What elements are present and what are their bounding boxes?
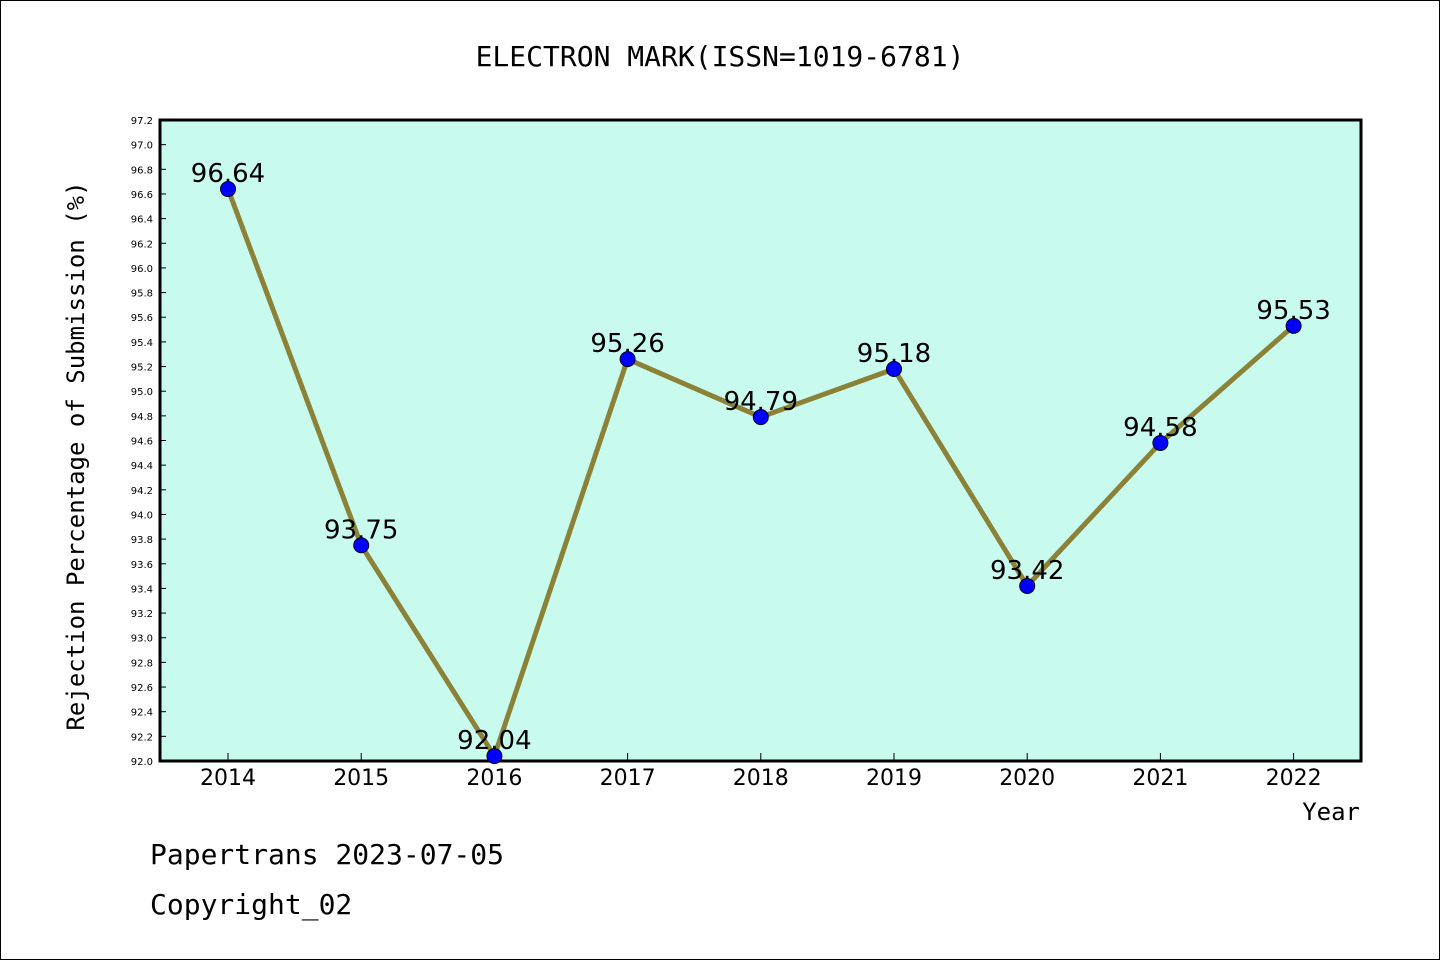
y-tick-label: 95.2 (131, 363, 153, 374)
x-tick-label: 2020 (999, 766, 1055, 791)
y-tick-label: 92.6 (131, 683, 153, 694)
data-label: 96.64 (191, 159, 265, 189)
data-label: 92.04 (457, 726, 531, 756)
x-tick-label: 2022 (1266, 766, 1322, 791)
data-point (886, 361, 902, 378)
x-tick-label: 2018 (733, 766, 789, 791)
data-point (1152, 434, 1169, 451)
y-tick-label: 93.4 (131, 584, 153, 595)
data-label: 93.42 (990, 556, 1064, 586)
y-tick-label: 94.8 (131, 412, 153, 423)
data-label: 95.18 (857, 339, 931, 369)
y-tick-label: 94.6 (131, 437, 153, 448)
footer-date: Papertrans 2023-07-05 (150, 838, 504, 871)
x-tick-label: 2016 (466, 766, 522, 791)
x-axis-label: Year (1302, 798, 1360, 826)
y-tick-label: 95.6 (131, 313, 153, 324)
data-label: 94.79 (724, 387, 798, 417)
data-label: 94.58 (1123, 413, 1197, 443)
y-tick-label: 95.8 (131, 289, 153, 300)
data-point (353, 537, 370, 554)
y-tick-label: 97.2 (131, 116, 153, 127)
data-point (619, 351, 636, 368)
y-tick-label: 96.4 (131, 215, 153, 226)
footer-copyright: Copyright_02 (150, 888, 352, 922)
y-tick-label: 95.4 (131, 338, 153, 349)
y-tick-label: 97.0 (131, 141, 153, 152)
y-tick-label: 95.0 (131, 387, 153, 398)
y-tick-label: 92.4 (131, 708, 153, 719)
chart-title: ELECTRON MARK(ISSN=1019-6781) (476, 40, 965, 73)
y-tick-label: 96.6 (131, 190, 153, 201)
data-labels: 96.64 93.75 92.04 95.26 94.79 95.18 93.42 94.58… (191, 159, 1331, 756)
x-tick-label: 2014 (200, 766, 256, 791)
y-tick-label: 96.2 (131, 239, 153, 250)
data-point (486, 748, 503, 765)
y-tick-label: 93.8 (131, 535, 153, 546)
y-tick-label: 96.8 (131, 165, 153, 176)
data-point (1285, 317, 1302, 334)
data-point (220, 181, 236, 198)
x-tick-label: 2017 (600, 766, 656, 791)
data-label: 95.26 (590, 329, 664, 359)
y-tick-label: 92.8 (131, 658, 153, 669)
y-tick-label: 93.6 (131, 560, 153, 571)
y-tick-label: 94.2 (131, 486, 153, 497)
data-label: 93.75 (324, 515, 398, 545)
y-tick-label: 92.0 (131, 757, 153, 768)
data-markers (220, 181, 1302, 765)
x-tick-label: 2019 (866, 766, 922, 791)
data-point (1019, 577, 1036, 594)
y-tick-label: 93.2 (131, 609, 153, 620)
y-tick-label: 93.0 (131, 634, 153, 645)
data-point (752, 409, 769, 426)
x-tick-label: 2015 (333, 766, 389, 791)
x-tick-label: 2021 (1132, 766, 1188, 791)
y-axis-label: Rejection Percentage of Submission (%) (62, 181, 90, 730)
y-tick-label: 96.0 (131, 264, 153, 275)
x-axis: 2014 2015 2016 2017 2018 2019 2020 2021 2022 (200, 753, 1322, 791)
y-tick-label: 94.0 (131, 510, 153, 521)
y-tick-label: 94.4 (131, 461, 153, 472)
y-tick-label: 92.2 (131, 732, 153, 743)
y-axis: 92.0 92.2 92.4 92.6 92.8 93.0 93.2 93.4 93.6 93.8… (131, 116, 166, 768)
data-label: 95.53 (1256, 296, 1330, 326)
